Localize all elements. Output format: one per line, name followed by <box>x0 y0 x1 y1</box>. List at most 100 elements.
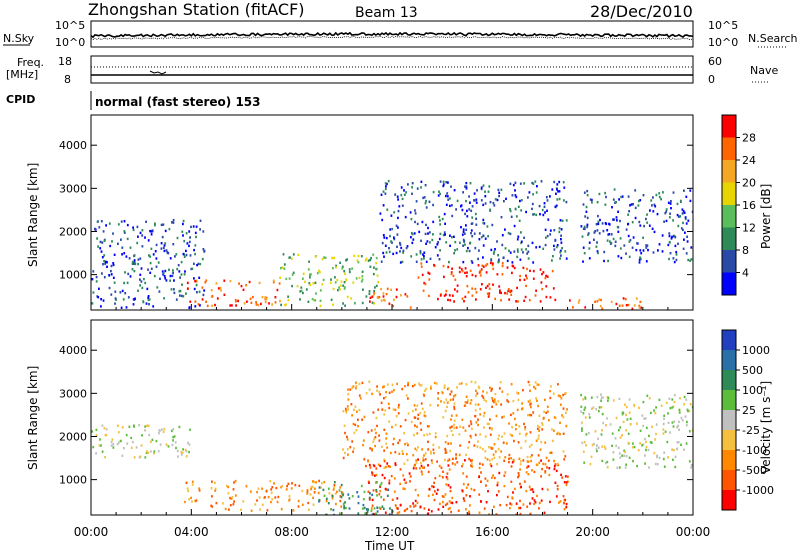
heatmap-cell <box>544 228 547 231</box>
heatmap-cell <box>619 237 622 240</box>
heatmap-cell <box>180 453 183 456</box>
heatmap-cell <box>422 289 425 292</box>
heatmap-cell <box>442 180 445 183</box>
heatmap-cell <box>660 198 662 201</box>
heatmap-cell <box>662 428 665 431</box>
heatmap-cell <box>363 415 366 419</box>
heatmap-cell <box>483 411 486 415</box>
heatmap-cell <box>152 253 155 256</box>
heatmap-cell <box>524 426 527 429</box>
heatmap-cell <box>376 296 379 299</box>
heatmap-cell <box>552 392 555 395</box>
heatmap-cell <box>618 304 621 307</box>
heatmap-cell <box>214 303 216 307</box>
heatmap-cell <box>428 432 431 436</box>
heatmap-cell <box>520 446 523 450</box>
heatmap-cell <box>489 208 491 211</box>
heatmap-cell <box>342 448 344 451</box>
colorbar-tick-label: 16 <box>742 199 756 212</box>
heatmap-cell <box>217 287 220 290</box>
heatmap-cell <box>675 253 678 256</box>
heatmap-cell <box>333 256 336 260</box>
heatmap-cell <box>273 482 275 485</box>
heatmap-cell <box>309 283 312 287</box>
heatmap-cell <box>443 294 446 297</box>
heatmap-cell <box>540 281 543 284</box>
heatmap-cell <box>398 511 401 514</box>
heatmap-cell <box>540 499 543 502</box>
heatmap-cell <box>310 487 312 491</box>
heatmap-cell <box>382 386 384 389</box>
heatmap-cell <box>468 208 471 211</box>
heatmap-cell <box>418 230 421 234</box>
heatmap-cell <box>527 244 530 248</box>
heatmap-cell <box>318 269 320 272</box>
heatmap-cell <box>389 234 391 238</box>
heatmap-cell <box>559 249 562 253</box>
heatmap-cell <box>373 266 375 269</box>
heatmap-cell <box>357 512 360 515</box>
heatmap-cell <box>629 417 632 420</box>
heatmap-cell <box>652 251 655 254</box>
heatmap-cell <box>294 483 297 487</box>
heatmap-cell <box>546 405 549 408</box>
heatmap-cell <box>475 201 478 204</box>
heatmap-cell <box>539 213 541 216</box>
heatmap-cell <box>399 261 402 264</box>
heatmap-cell <box>563 458 566 461</box>
heatmap-cell <box>461 418 464 421</box>
heatmap-cell <box>690 466 693 469</box>
heatmap-cell <box>601 307 604 310</box>
heatmap-cell <box>396 233 399 236</box>
heatmap-cell <box>324 256 327 259</box>
heatmap-cell <box>445 203 448 206</box>
heatmap-cell <box>394 193 397 196</box>
heatmap-cell <box>416 425 418 428</box>
heatmap-cell <box>531 202 534 206</box>
heatmap-cell <box>452 398 455 401</box>
heatmap-cell <box>150 267 153 270</box>
heatmap-cell <box>471 261 474 264</box>
heatmap-cell <box>515 423 517 427</box>
heatmap-cell <box>507 231 510 235</box>
heatmap-cell <box>384 244 387 247</box>
heatmap-cell <box>375 490 378 493</box>
heatmap-cell <box>348 497 351 500</box>
heatmap-cell <box>302 277 304 280</box>
heatmap-cell <box>346 295 349 299</box>
heatmap-cell <box>196 263 198 267</box>
heatmap-cell <box>346 435 348 438</box>
heatmap-cell <box>494 297 497 301</box>
heatmap-cell <box>415 449 418 452</box>
heatmap-cell <box>429 404 432 407</box>
heatmap-cell <box>461 208 464 212</box>
heatmap-cell <box>336 278 339 282</box>
heatmap-cell <box>523 480 526 483</box>
heatmap-cell <box>670 200 672 203</box>
heatmap-cell <box>689 403 692 406</box>
heatmap-cell <box>339 284 342 287</box>
heatmap-cell <box>526 252 529 255</box>
heatmap-cell <box>394 504 397 507</box>
heatmap-cell <box>434 246 437 249</box>
heatmap-cell <box>686 235 688 238</box>
heatmap-cell <box>451 425 453 428</box>
heatmap-cell <box>169 279 171 282</box>
heatmap-cell <box>388 479 391 482</box>
heatmap-cell <box>414 488 417 492</box>
heatmap-cell <box>556 432 559 436</box>
heatmap-cell <box>493 204 496 207</box>
heatmap-cell <box>625 429 628 432</box>
heatmap-cell <box>509 209 512 213</box>
heatmap-cell <box>396 382 398 386</box>
heatmap-cell <box>367 480 370 483</box>
heatmap-cell <box>495 414 498 418</box>
nave-label: Nave <box>750 64 778 77</box>
heatmap-cell <box>338 489 341 492</box>
heatmap-cell <box>460 226 462 229</box>
heatmap-cell <box>148 298 151 301</box>
heatmap-cell <box>607 399 609 402</box>
heatmap-cell <box>352 422 355 426</box>
